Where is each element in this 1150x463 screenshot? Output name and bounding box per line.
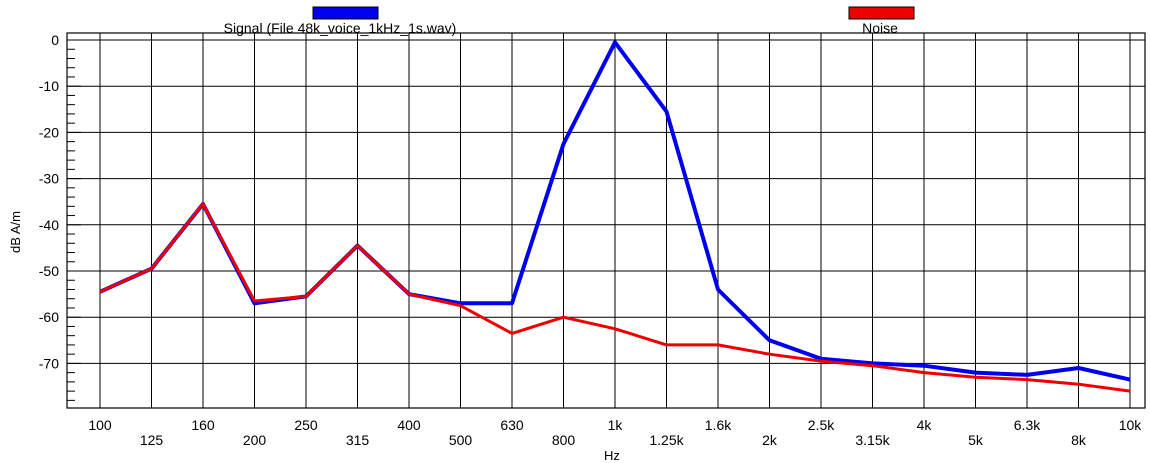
signal-series-line (99, 40, 1131, 382)
y-tick-label: -50 (39, 263, 59, 279)
x-tick-label: 800 (552, 432, 576, 448)
x-tick-label: 5k (968, 432, 984, 448)
legend-label: Noise (862, 20, 898, 36)
x-tick-label: 160 (191, 417, 215, 433)
x-tick-label: 100 (88, 417, 112, 433)
x-tick-label: 2k (762, 432, 778, 448)
x-tick-label: 3.15k (855, 432, 890, 448)
y-tick-label: -20 (39, 124, 59, 140)
x-tick-label: 2.5k (808, 417, 835, 433)
x-tick-label: 1.25k (649, 432, 684, 448)
x-axis-label: Hz (604, 448, 620, 463)
legend-swatch (848, 6, 915, 20)
x-tick-label: 250 (294, 417, 318, 433)
y-tick-label: -30 (39, 171, 59, 187)
x-tick-label: 500 (449, 432, 473, 448)
x-tick-label: 1k (608, 417, 624, 433)
x-tick-label: 8k (1071, 432, 1087, 448)
series-layer (99, 40, 1131, 393)
x-tick-label: 1.6k (705, 417, 732, 433)
grid (66, 32, 1146, 409)
y-tick-label: 0 (51, 32, 59, 48)
y-axis-label: dB A/m (8, 211, 23, 253)
legend-label: Signal (File 48k_voice_1kHz_1s.wav) (224, 20, 457, 36)
y-tick-label: -40 (39, 217, 59, 233)
x-tick-label: 125 (140, 432, 164, 448)
y-tick-label: -60 (39, 309, 59, 325)
x-tick-label: 200 (243, 432, 267, 448)
x-tick-label: 4k (917, 417, 933, 433)
axes: 0 -10 -20 -30 -40 -50 -60 -70 100 125 160 200 250 315… (39, 32, 1143, 448)
plot-area (66, 32, 1146, 409)
x-tick-label: 6.3k (1014, 417, 1041, 433)
x-tick-label: 400 (397, 417, 421, 433)
x-tick-label: 10k (1119, 417, 1143, 433)
y-tick-label: -70 (39, 355, 59, 371)
y-tick-label: -10 (39, 78, 59, 94)
noise-series-line (99, 202, 1131, 393)
legend: Signal (File 48k_voice_1kHz_1s.wav) Noise (224, 6, 915, 36)
x-tick-label: 315 (346, 432, 370, 448)
legend-swatch (312, 6, 379, 20)
x-tick-label: 630 (500, 417, 524, 433)
